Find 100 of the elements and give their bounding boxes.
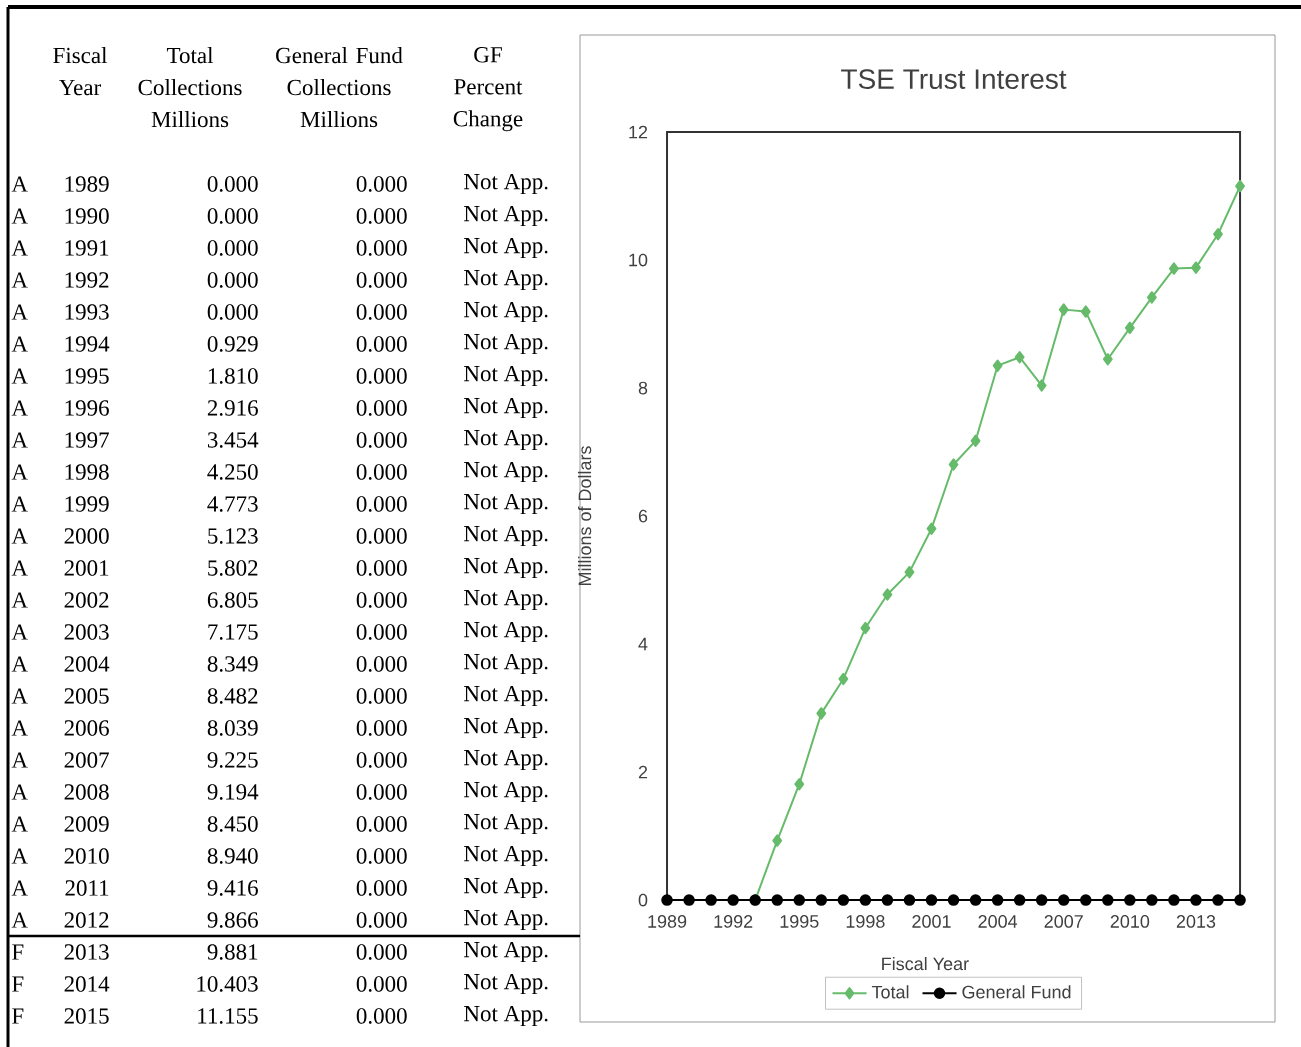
text: 2014	[64, 976, 110, 992]
y-axis-title: Millions of Dollars	[578, 446, 592, 586]
y-tick-label: 0	[638, 893, 648, 907]
text: A	[11, 432, 28, 448]
text: 1990	[65, 208, 109, 224]
point	[859, 894, 872, 906]
text: 0.000	[356, 752, 407, 768]
text: A	[11, 880, 28, 896]
point	[1058, 303, 1069, 316]
text: Total Collections Millions	[138, 47, 242, 128]
text: 0.000	[356, 528, 407, 544]
text: 10.403	[197, 976, 258, 992]
text: 9.416	[207, 880, 258, 896]
text: A	[11, 560, 28, 576]
point	[860, 621, 871, 635]
y-tick-label: 12	[629, 125, 648, 139]
point	[1169, 262, 1179, 275]
text: 2004	[64, 656, 110, 672]
text: Not App.	[464, 301, 548, 323]
text: 4.250	[207, 464, 258, 480]
y-tick-label: 6	[638, 509, 648, 523]
text: 2008	[64, 784, 109, 800]
point	[1190, 894, 1202, 906]
text: A	[11, 176, 28, 192]
text: 1997	[65, 432, 109, 448]
text: 0.000	[207, 304, 258, 320]
text: 9.866	[207, 912, 258, 928]
text: 0.000	[356, 720, 407, 736]
text: 2012	[64, 912, 109, 928]
x-tick-label: 2004	[978, 915, 1018, 928]
text: 2002	[64, 592, 109, 608]
text: Not App.	[464, 461, 548, 483]
text: 5.802	[208, 560, 258, 576]
y-tick-label: 4	[638, 637, 648, 651]
text: 1994	[65, 336, 110, 352]
text: Not App.	[464, 653, 548, 675]
text: Not App.	[464, 941, 548, 963]
text: Not App.	[464, 749, 548, 771]
point	[793, 894, 806, 906]
point	[1124, 321, 1135, 335]
text: General Fund Collections Millions	[276, 47, 403, 128]
point	[1234, 894, 1246, 906]
text: 2000	[64, 528, 109, 544]
text: 0.000	[356, 560, 407, 576]
text: 0.000	[356, 304, 407, 320]
text: 1995	[65, 368, 109, 384]
point	[948, 458, 959, 471]
text: 0.000	[207, 272, 258, 288]
point	[991, 894, 1004, 906]
text: 1999	[65, 496, 109, 512]
text: Not App.	[464, 1005, 548, 1027]
text: 0.000	[356, 208, 407, 224]
point	[1080, 305, 1091, 318]
text: 3.454	[207, 432, 259, 448]
text: Fiscal Year	[53, 47, 108, 96]
text: 2010	[64, 848, 109, 864]
point	[1079, 894, 1092, 906]
text: 2007	[64, 752, 109, 768]
text: Not App.	[464, 237, 548, 259]
text: Not App.	[464, 621, 548, 643]
text: 1993	[65, 304, 109, 320]
text: A	[11, 272, 28, 288]
text: 0.000	[356, 816, 407, 832]
point	[1235, 179, 1245, 193]
text: Not App.	[464, 877, 548, 899]
legend-label: Total	[871, 985, 909, 999]
text: 0.000	[207, 176, 258, 192]
x-tick-label: 2007	[1044, 915, 1083, 928]
text: A	[11, 240, 28, 256]
point	[815, 894, 828, 906]
text: A	[11, 656, 28, 672]
text: 0.000	[356, 688, 407, 704]
text: A	[11, 816, 28, 832]
x-axis-title: Fiscal Year	[882, 957, 969, 971]
point	[661, 894, 673, 906]
point	[1124, 894, 1136, 906]
point	[882, 588, 893, 601]
text: 0.000	[356, 656, 407, 672]
text: 0.000	[356, 624, 407, 640]
point	[1057, 894, 1070, 906]
text: Not App.	[464, 173, 548, 195]
point	[1102, 353, 1113, 366]
text: Not App.	[464, 813, 548, 835]
text: Not App.	[464, 973, 548, 995]
point	[881, 894, 894, 906]
point	[683, 894, 695, 906]
text: 1998	[65, 464, 109, 480]
text: 0.000	[356, 368, 407, 384]
x-tick-label: 1989	[648, 915, 687, 928]
point	[838, 672, 849, 686]
point	[1212, 894, 1224, 906]
text: 11.155	[198, 1008, 258, 1024]
text: 1996	[65, 400, 109, 416]
text: 0.000	[356, 880, 407, 896]
point	[771, 894, 784, 906]
y-tick-label: 2	[638, 765, 648, 779]
text: 1991	[65, 240, 109, 256]
point	[1013, 894, 1026, 906]
text: 0.000	[356, 176, 407, 192]
text: A	[11, 720, 28, 736]
